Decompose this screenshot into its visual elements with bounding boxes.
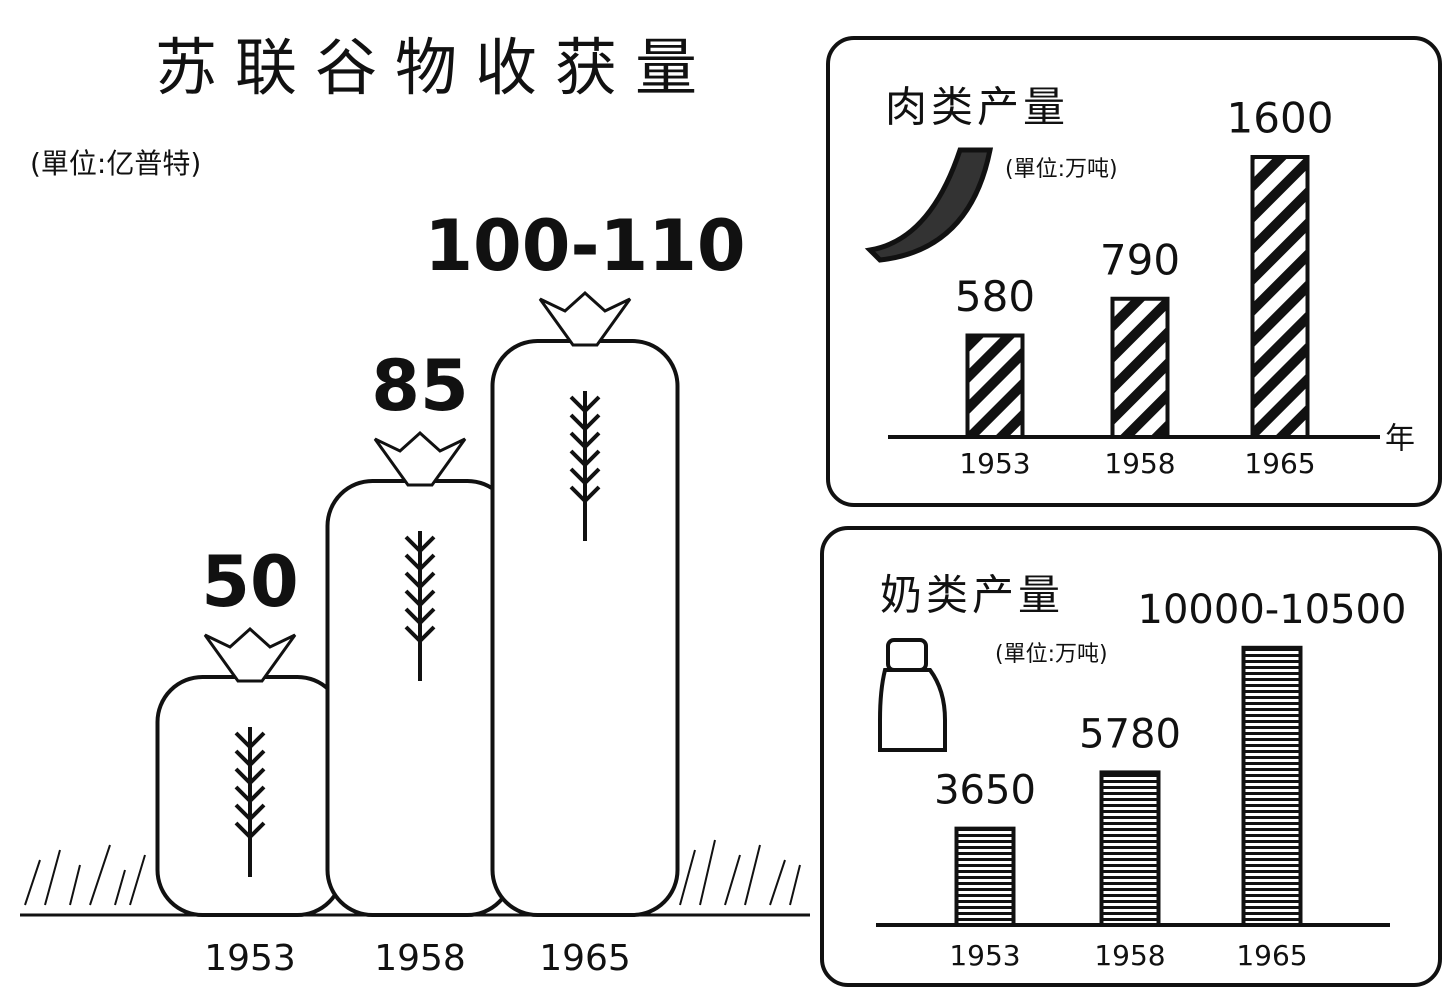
data-label: 3650 [934, 768, 1036, 814]
x-tick-label: 1958 [374, 938, 466, 979]
grass [24, 839, 801, 906]
data-label: 1600 [1227, 94, 1334, 143]
bar [1099, 770, 1161, 928]
wheat-ear [404, 531, 436, 681]
x-tick-label: 1965 [1236, 939, 1307, 972]
x-tick-label: 1953 [204, 938, 296, 979]
x-tick-label: 1958 [1094, 939, 1165, 972]
chart-subtitle: (單位:亿普特) [30, 147, 201, 180]
panel-frame [820, 526, 1442, 987]
wheat-ear [569, 391, 601, 541]
data-label: 50 [201, 541, 298, 623]
chart-subtitle: (單位:万吨) [995, 642, 1108, 667]
data-label: 790 [1100, 235, 1180, 284]
data-label: 580 [955, 272, 1035, 321]
chart-subtitle: (單位:万吨) [1005, 157, 1118, 182]
chart-title: 肉类产量 [885, 83, 1069, 132]
bar [1110, 296, 1170, 439]
milk-bottle-icon [878, 638, 947, 752]
bar [1241, 645, 1303, 927]
chart-title: 苏联谷物收获量 [155, 31, 715, 104]
bar [965, 333, 1025, 439]
data-label: 100-110 [424, 205, 745, 287]
meat-icon [864, 147, 994, 263]
data-label: 10000-10500 [1138, 587, 1407, 633]
x-tick-label: 1953 [949, 939, 1020, 972]
x-tick-label: 1965 [1244, 447, 1315, 480]
wheat-ear [234, 727, 266, 877]
sack-knot [203, 626, 297, 683]
x-tick-label: 1965 [539, 938, 631, 979]
sack-knot [538, 290, 632, 347]
x-axis-label: 年 [1385, 422, 1415, 457]
data-label: 5780 [1079, 711, 1181, 757]
x-tick-label: 1958 [1104, 447, 1175, 480]
bar [1250, 155, 1310, 439]
bar [954, 826, 1016, 928]
x-tick-label: 1953 [959, 447, 1030, 480]
sack-knot [373, 430, 467, 487]
panel-frame [826, 36, 1442, 507]
data-label: 85 [371, 345, 468, 427]
chart-title: 奶类产量 [880, 571, 1064, 620]
